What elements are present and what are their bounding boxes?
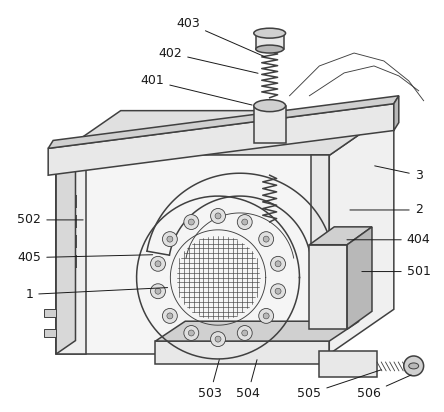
Polygon shape [254, 106, 285, 143]
Text: 506: 506 [357, 375, 411, 400]
Circle shape [259, 309, 274, 323]
Polygon shape [311, 155, 329, 354]
Circle shape [270, 284, 285, 299]
Text: 2: 2 [350, 204, 423, 216]
Circle shape [210, 332, 226, 346]
Ellipse shape [254, 100, 285, 112]
Polygon shape [329, 111, 394, 354]
Polygon shape [394, 96, 399, 131]
Circle shape [188, 219, 194, 225]
Circle shape [163, 232, 177, 246]
Polygon shape [347, 227, 372, 329]
Circle shape [151, 284, 166, 299]
Polygon shape [309, 245, 347, 329]
Circle shape [275, 261, 281, 267]
Circle shape [215, 336, 221, 342]
Circle shape [275, 288, 281, 294]
Polygon shape [48, 104, 394, 175]
Polygon shape [44, 309, 56, 317]
Ellipse shape [254, 28, 285, 38]
Text: 1: 1 [25, 288, 167, 301]
Text: 504: 504 [236, 360, 260, 400]
Circle shape [184, 215, 199, 229]
Text: 3: 3 [375, 166, 423, 182]
Circle shape [155, 261, 161, 267]
Circle shape [259, 232, 274, 246]
Text: 401: 401 [141, 74, 252, 105]
Polygon shape [56, 155, 86, 354]
Polygon shape [44, 329, 56, 337]
Circle shape [167, 313, 173, 319]
Circle shape [263, 236, 269, 242]
Ellipse shape [256, 45, 284, 53]
Circle shape [242, 219, 248, 225]
Circle shape [210, 208, 226, 223]
Text: 505: 505 [297, 370, 381, 400]
Polygon shape [56, 142, 75, 354]
Text: 404: 404 [347, 233, 431, 246]
Circle shape [237, 325, 252, 340]
Polygon shape [56, 155, 329, 354]
Circle shape [270, 256, 285, 271]
Circle shape [188, 330, 194, 336]
Circle shape [237, 215, 252, 229]
Circle shape [215, 213, 221, 219]
Text: 501: 501 [362, 265, 431, 278]
Text: 503: 503 [198, 360, 222, 400]
Text: 403: 403 [176, 17, 265, 57]
Circle shape [184, 325, 199, 340]
Polygon shape [256, 33, 284, 49]
Circle shape [163, 309, 177, 323]
Circle shape [155, 288, 161, 294]
Polygon shape [155, 321, 359, 341]
Text: 502: 502 [17, 213, 83, 227]
Circle shape [263, 313, 269, 319]
Polygon shape [48, 96, 399, 148]
Ellipse shape [409, 363, 419, 369]
Polygon shape [309, 227, 372, 245]
Text: 402: 402 [159, 47, 258, 73]
Circle shape [167, 236, 173, 242]
Circle shape [151, 256, 166, 271]
Text: 405: 405 [17, 251, 153, 264]
Polygon shape [155, 341, 329, 364]
Polygon shape [319, 351, 377, 377]
Circle shape [404, 356, 424, 376]
Polygon shape [56, 111, 394, 155]
Circle shape [242, 330, 248, 336]
